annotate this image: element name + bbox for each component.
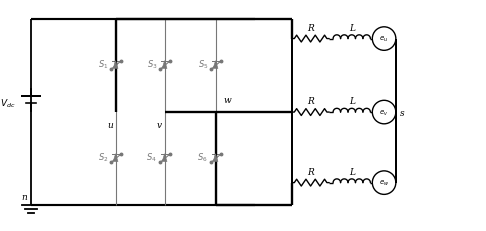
Text: L: L: [349, 24, 355, 33]
Text: $V_{dc}$: $V_{dc}$: [0, 97, 16, 109]
Polygon shape: [162, 154, 167, 162]
Text: n: n: [22, 192, 27, 201]
Text: R: R: [307, 97, 314, 106]
Text: $e_w$: $e_w$: [379, 178, 389, 187]
Text: $S_3$: $S_3$: [146, 58, 157, 70]
Polygon shape: [213, 154, 218, 162]
Text: L: L: [349, 167, 355, 176]
Text: w: w: [224, 96, 231, 105]
Text: $S_2$: $S_2$: [98, 151, 108, 163]
Text: v: v: [157, 120, 162, 129]
Polygon shape: [113, 154, 118, 162]
Text: u: u: [108, 120, 114, 129]
Polygon shape: [213, 61, 218, 69]
Text: $S_5$: $S_5$: [197, 58, 208, 70]
Polygon shape: [162, 61, 167, 69]
Text: L: L: [349, 97, 355, 106]
Text: R: R: [307, 24, 314, 33]
Polygon shape: [113, 61, 118, 69]
Text: s: s: [400, 108, 404, 117]
Text: $S_6$: $S_6$: [197, 151, 208, 163]
Text: $e_u$: $e_u$: [380, 35, 389, 44]
Text: $S_1$: $S_1$: [98, 58, 108, 70]
Text: $S_4$: $S_4$: [146, 151, 157, 163]
Text: R: R: [307, 167, 314, 176]
Text: $e_v$: $e_v$: [380, 108, 389, 117]
